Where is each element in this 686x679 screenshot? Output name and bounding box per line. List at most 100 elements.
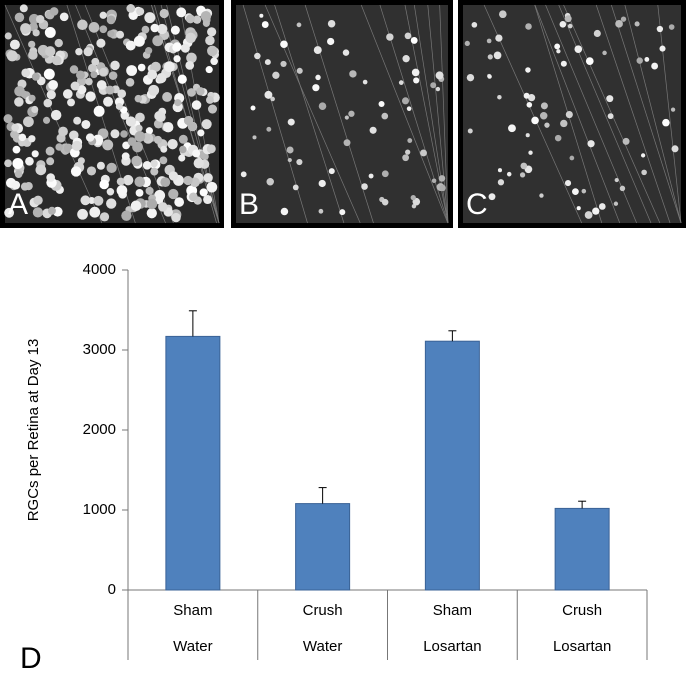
cell (117, 89, 127, 99)
cell (560, 119, 568, 128)
cell (99, 11, 107, 19)
cell (33, 195, 43, 206)
cell (581, 188, 587, 194)
cell (286, 146, 294, 154)
cell (125, 116, 137, 127)
cell (80, 195, 91, 206)
cell (554, 134, 562, 142)
cell (526, 102, 533, 108)
cell (179, 145, 187, 154)
x-tick-label: Sham (173, 602, 212, 619)
cell (77, 85, 87, 95)
cell (560, 60, 567, 67)
cell (19, 4, 28, 13)
cell (342, 49, 350, 56)
cell (147, 69, 158, 80)
y-tick-label: 0 (108, 581, 116, 598)
cell (525, 133, 530, 138)
cell (121, 210, 132, 221)
cell (42, 116, 51, 124)
cell (287, 157, 292, 163)
y-tick-label: 4000 (83, 261, 116, 278)
cell (168, 188, 179, 200)
cell (266, 126, 272, 132)
cell (144, 12, 156, 24)
cell (644, 57, 650, 62)
cell (614, 178, 619, 183)
cell (203, 194, 213, 205)
cell (250, 105, 256, 111)
cell (615, 20, 623, 28)
cell (572, 188, 579, 195)
cell (318, 208, 324, 214)
cell (10, 130, 19, 139)
cell (135, 189, 144, 197)
cell (576, 206, 581, 211)
cell (402, 55, 410, 63)
cell (103, 96, 114, 107)
cell (487, 74, 492, 79)
cell (670, 107, 676, 112)
cell (93, 195, 104, 206)
cell (406, 106, 412, 111)
cell (50, 109, 62, 121)
cell (192, 149, 201, 158)
fiber (611, 4, 682, 224)
cell (410, 36, 418, 44)
cell (183, 175, 193, 186)
cell (498, 10, 507, 19)
cell (205, 35, 215, 46)
cell (90, 71, 98, 79)
cell (148, 84, 160, 96)
cell (35, 164, 47, 176)
cell (264, 90, 273, 99)
cell (11, 180, 21, 190)
cell (162, 92, 173, 102)
cell (556, 49, 561, 54)
cell (96, 80, 107, 90)
cell (287, 118, 295, 126)
cell (185, 14, 195, 24)
cell (14, 12, 25, 23)
cell (564, 180, 572, 187)
cell (20, 23, 31, 34)
panel-label: A (8, 188, 28, 221)
cell (327, 37, 335, 46)
cell (44, 27, 56, 38)
cell (25, 156, 34, 166)
cell (9, 39, 20, 50)
cell (146, 198, 158, 210)
cell (59, 12, 69, 22)
panel-label: D (20, 642, 42, 674)
cell (69, 65, 79, 74)
cell (153, 135, 163, 144)
cell (11, 123, 20, 132)
fiber (595, 4, 671, 224)
cell (270, 96, 275, 102)
cell (6, 50, 18, 62)
cell (574, 45, 583, 53)
cell (96, 38, 106, 48)
cell (200, 10, 212, 22)
cell (176, 7, 187, 18)
cell (85, 133, 95, 142)
cell (31, 72, 40, 81)
y-tick-label: 1000 (83, 501, 116, 518)
bar (554, 507, 610, 591)
cell (327, 19, 336, 28)
cell (134, 131, 146, 142)
cell (178, 134, 188, 144)
cell (349, 70, 357, 78)
cell (203, 173, 213, 183)
cell (497, 168, 503, 173)
cell (640, 153, 646, 158)
cell (641, 169, 647, 176)
cell (188, 192, 198, 202)
cell (150, 167, 159, 176)
cell (125, 78, 135, 87)
fiber (657, 4, 682, 224)
cell (136, 7, 145, 16)
cell (167, 139, 178, 150)
cell (587, 140, 595, 148)
cell (69, 130, 79, 141)
